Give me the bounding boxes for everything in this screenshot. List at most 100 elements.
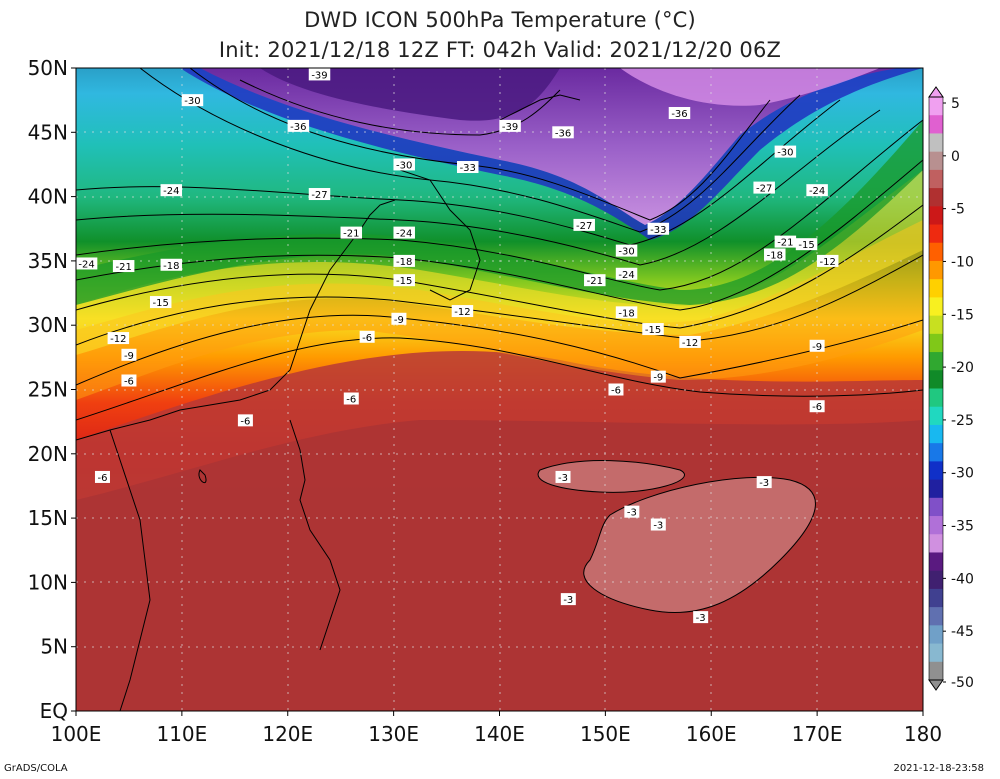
contour-label: -18 xyxy=(163,261,179,272)
contour-label-bg xyxy=(560,593,576,606)
contour-label: -24 xyxy=(396,229,412,240)
lat-tick-label: 35N xyxy=(28,249,68,273)
contour-label: -15 xyxy=(798,240,814,251)
coastlines xyxy=(76,94,581,711)
contour-label-bg xyxy=(343,392,359,405)
contour-label: -30 xyxy=(618,247,634,258)
colorbar-segment xyxy=(929,479,943,499)
cold-lobe xyxy=(620,68,880,106)
contour-label-bg xyxy=(756,476,772,489)
contour-label: -21 xyxy=(115,262,131,273)
colorbar-label: -40 xyxy=(951,571,974,587)
lat-tick-label: EQ xyxy=(40,699,68,723)
colorbar: 5 0 -5 -10 -15 -20 -25 -30 -35 -40 -45 -50 xyxy=(928,86,974,691)
contour-label-bg xyxy=(774,145,797,158)
graticule xyxy=(76,68,923,711)
colorbar-segment xyxy=(929,206,943,226)
contour-label-bg xyxy=(806,184,828,197)
lon-tick-label: 100E xyxy=(51,722,102,746)
contour-label: -33 xyxy=(460,163,476,174)
contour-label: -36 xyxy=(555,128,571,139)
colorbar-label: -20 xyxy=(951,360,974,376)
contour-label-bg xyxy=(451,305,474,318)
contour-label: -30 xyxy=(184,96,200,107)
lat-tick-label: 25N xyxy=(28,378,68,402)
colorbar-segment xyxy=(929,115,943,134)
contour-label-bg xyxy=(647,222,670,235)
lat-tick-label: 5N xyxy=(40,635,68,659)
colorbar-segment xyxy=(929,388,943,408)
lon-tick-label: 170E xyxy=(792,722,843,746)
contour-label-bg xyxy=(393,158,415,171)
contour-label-bg xyxy=(181,94,204,107)
colorbar-segment xyxy=(929,279,943,298)
contour-label-bg xyxy=(393,254,415,267)
contour-label-bg xyxy=(393,226,415,239)
cold-core xyxy=(200,68,900,225)
contour-label-bg xyxy=(650,370,666,383)
contour-label: -24 xyxy=(163,186,179,197)
colorbar-segment xyxy=(929,443,943,462)
contour-label-bg xyxy=(287,119,310,132)
contour-label-bg xyxy=(308,68,331,81)
contour-label-bg xyxy=(76,257,98,270)
lon-tick-label: 140E xyxy=(474,722,525,746)
isotherms xyxy=(76,68,923,614)
contour-label-bg xyxy=(624,505,640,518)
contour-label-bg xyxy=(795,238,818,251)
warm-patch xyxy=(538,460,685,493)
colorbar-segment xyxy=(929,643,943,663)
contour-label: -27 xyxy=(576,221,592,232)
lat-tick-label: 20N xyxy=(28,442,68,466)
colorbar-segment xyxy=(929,552,943,572)
contour-label: -21 xyxy=(343,229,359,240)
colorbar-segment xyxy=(929,224,943,244)
lon-tick-label: 150E xyxy=(580,722,631,746)
contour-label-bg xyxy=(121,348,137,361)
contour-label-bg xyxy=(668,107,691,120)
contour-label-bg xyxy=(499,119,521,132)
contour-label: -9 xyxy=(812,342,822,353)
contour-label: -18 xyxy=(396,257,412,268)
map-subtitle: Init: 2021/12/18 12Z FT: 042h Valid: 202… xyxy=(218,38,782,62)
colorbar-label: -10 xyxy=(951,254,974,270)
contour-labels: -39 -30 -36 -39 -36 -36 -30 -33 -30 -24 -27 -27 -24 -… xyxy=(76,68,839,624)
contour-label-bg xyxy=(816,254,839,267)
contour-label-bg xyxy=(112,260,135,273)
colorbar-label: -5 xyxy=(951,202,965,218)
contour-label: -30 xyxy=(396,160,412,171)
contour-label: -39 xyxy=(311,70,327,81)
colorbar-segment xyxy=(929,188,943,207)
contour-label: -6 xyxy=(97,473,107,484)
contour-label-bg xyxy=(753,181,775,194)
lat-tick-label: 45N xyxy=(28,120,68,144)
contour-label: -15 xyxy=(645,325,661,336)
contour-label: -21 xyxy=(587,276,603,287)
contour-label: -12 xyxy=(820,257,836,268)
colorbar-label: 5 xyxy=(951,96,960,112)
contour-label-bg xyxy=(650,518,666,531)
contour-label-bg xyxy=(573,218,595,231)
contour-label: -3 xyxy=(759,478,769,489)
contour-label: -15 xyxy=(396,276,412,287)
contour-label: -6 xyxy=(362,333,372,344)
contour-label: -3 xyxy=(696,613,706,624)
contour-label: -6 xyxy=(124,376,134,387)
contour-label: -3 xyxy=(563,595,573,606)
contour-label: -3 xyxy=(558,473,568,484)
contour-label: -6 xyxy=(240,416,250,427)
colorbar-segment xyxy=(929,570,943,590)
colorbar-label: -15 xyxy=(951,307,974,323)
lat-tick-label: 15N xyxy=(28,506,68,530)
colorbar-segment xyxy=(929,516,943,535)
contour-label: -18 xyxy=(767,250,783,261)
colorbar-segment xyxy=(929,169,943,189)
colorbar-segment xyxy=(929,424,943,444)
contour-label-bg xyxy=(359,330,375,343)
contour-label: -3 xyxy=(653,521,663,532)
lat-tick-label: 50N xyxy=(28,56,68,80)
colorbar-segment xyxy=(929,607,943,626)
contour-label-bg xyxy=(94,470,110,483)
colorbar-label: -35 xyxy=(951,519,974,535)
colorbar-segment xyxy=(929,242,943,262)
